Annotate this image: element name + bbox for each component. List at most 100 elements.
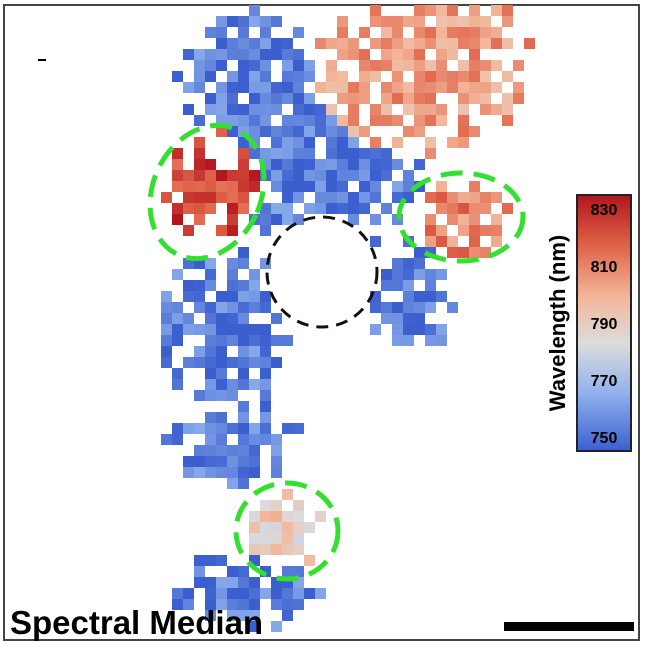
map-pixel [436, 291, 447, 302]
map-pixel [260, 588, 271, 599]
map-pixel [216, 555, 227, 566]
map-pixel [469, 60, 480, 71]
map-pixel [249, 456, 260, 467]
map-pixel [491, 236, 502, 247]
map-pixel [337, 27, 348, 38]
map-pixel [458, 214, 469, 225]
map-pixel [392, 335, 403, 346]
map-pixel [249, 379, 260, 390]
map-pixel [172, 599, 183, 610]
map-pixel [436, 115, 447, 126]
map-pixel [326, 137, 337, 148]
map-pixel [480, 104, 491, 115]
map-pixel [227, 49, 238, 60]
map-pixel [403, 324, 414, 335]
map-pixel [205, 379, 216, 390]
map-pixel [326, 115, 337, 126]
map-pixel [249, 423, 260, 434]
map-pixel [293, 423, 304, 434]
map-pixel [469, 181, 480, 192]
map-pixel [348, 104, 359, 115]
map-pixel [238, 379, 249, 390]
map-pixel [425, 60, 436, 71]
map-pixel [249, 126, 260, 137]
map-pixel [337, 192, 348, 203]
map-pixel [348, 82, 359, 93]
map-pixel [172, 313, 183, 324]
map-pixel [238, 357, 249, 368]
map-pixel [370, 16, 381, 27]
colorbar-ticks: 830 810 790 770 750 [591, 202, 618, 447]
map-pixel [480, 27, 491, 38]
map-pixel [469, 225, 480, 236]
map-pixel [238, 38, 249, 49]
map-pixel [370, 71, 381, 82]
map-pixel [381, 170, 392, 181]
map-pixel [414, 104, 425, 115]
map-pixel [480, 247, 491, 258]
map-pixel [469, 38, 480, 49]
map-pixel [271, 49, 282, 60]
map-pixel [183, 324, 194, 335]
map-pixel [227, 16, 238, 27]
map-pixel [271, 170, 282, 181]
map-pixel [260, 544, 271, 555]
map-pixel [216, 170, 227, 181]
map-pixel [436, 27, 447, 38]
map-pixel [172, 434, 183, 445]
map-pixel [436, 192, 447, 203]
map-pixel [227, 170, 238, 181]
map-pixel [337, 170, 348, 181]
map-pixel [227, 313, 238, 324]
map-pixel [447, 203, 458, 214]
map-pixel [194, 577, 205, 588]
map-pixel [447, 71, 458, 82]
map-pixel [304, 181, 315, 192]
map-pixel [293, 522, 304, 533]
map-pixel [425, 269, 436, 280]
map-pixel [238, 258, 249, 269]
map-pixel [326, 38, 337, 49]
map-pixel [183, 280, 194, 291]
map-pixel [249, 280, 260, 291]
map-pixel [315, 159, 326, 170]
map-pixel [513, 60, 524, 71]
map-pixel [249, 555, 260, 566]
map-pixel [260, 291, 271, 302]
map-pixel [205, 71, 216, 82]
map-pixel [447, 214, 458, 225]
map-pixel [370, 115, 381, 126]
map-pixel [348, 148, 359, 159]
map-pixel [469, 27, 480, 38]
map-pixel [205, 313, 216, 324]
map-pixel [249, 170, 260, 181]
map-pixel [172, 181, 183, 192]
map-pixel [161, 291, 172, 302]
colorbar-tick-label: 810 [591, 259, 618, 276]
colorbar-tick-label: 750 [591, 430, 618, 447]
map-pixel [249, 148, 260, 159]
map-pixel [392, 71, 403, 82]
map-pixel [502, 16, 513, 27]
map-pixel [436, 38, 447, 49]
map-pixel [227, 192, 238, 203]
map-pixel [480, 71, 491, 82]
map-pixel [249, 588, 260, 599]
map-pixel [227, 599, 238, 610]
map-pixel [205, 588, 216, 599]
map-pixel [183, 181, 194, 192]
map-pixel [183, 467, 194, 478]
map-pixel [392, 93, 403, 104]
map-pixel [227, 335, 238, 346]
map-pixel [282, 599, 293, 610]
map-pixel [260, 159, 271, 170]
map-pixel [183, 258, 194, 269]
map-pixel [425, 71, 436, 82]
map-pixel [194, 324, 205, 335]
map-pixel [469, 247, 480, 258]
map-pixel [436, 49, 447, 60]
map-pixel [282, 335, 293, 346]
map-pixel [436, 104, 447, 115]
map-pixel [249, 621, 260, 632]
map-pixel [205, 93, 216, 104]
